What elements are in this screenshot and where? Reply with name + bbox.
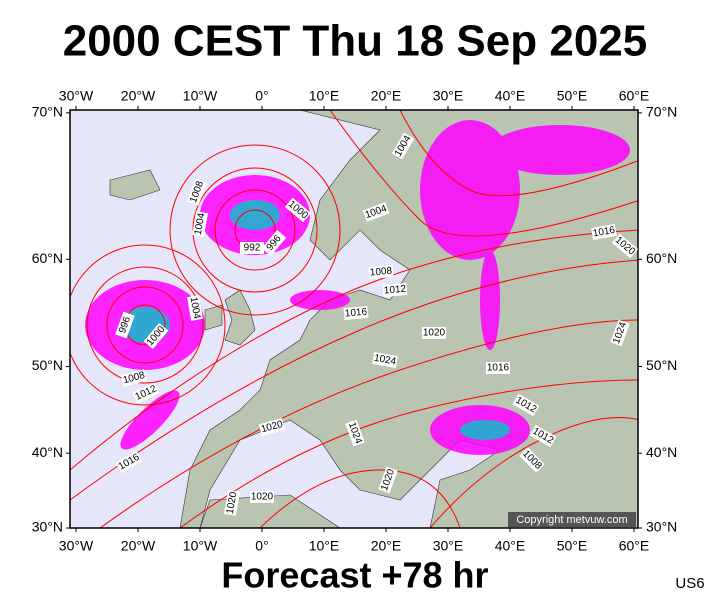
isobar-label: 1024: [372, 352, 398, 368]
isobar-label: 1016: [591, 224, 617, 240]
lon-label-top: 40°E: [495, 88, 526, 104]
lat-label-right: 50°N: [646, 357, 677, 373]
lon-label-bottom: 20°E: [371, 538, 402, 554]
lon-label-top: 30°W: [59, 88, 94, 104]
isobar-label-text: 1016: [487, 363, 510, 374]
isobar-label-text: 1016: [344, 307, 368, 320]
lat-label-left: 50°N: [32, 357, 63, 373]
lon-label-top: 50°E: [557, 88, 588, 104]
isobar-label-box: [382, 282, 408, 298]
run-code: US6: [675, 575, 704, 592]
isobar-label: 996: [115, 311, 135, 339]
lon-label-bottom: 40°E: [495, 538, 526, 554]
lat-label-right: 30°N: [646, 519, 677, 535]
lon-label-bottom: 50°E: [557, 538, 588, 554]
isobar-label-box: [250, 491, 274, 503]
credit: Copyright metvuw.com: [516, 514, 627, 526]
title: 2000 CEST Thu 18 Sep 2025: [63, 17, 648, 66]
isobar-label-box: [512, 393, 540, 417]
isobar-label-box: [368, 264, 394, 280]
map-area: [70, 110, 638, 528]
isobar-label: 1016: [486, 362, 510, 374]
isobar-label: 1008: [120, 369, 148, 387]
isobar-label: 1020: [224, 490, 240, 516]
isobar-label-box: [224, 490, 240, 516]
isobar-label: 1020: [250, 491, 274, 503]
isobar-label-box: [486, 362, 510, 374]
isobar-label-text: 1012: [383, 284, 407, 297]
isobar-label: 1008: [368, 264, 394, 280]
isobar-label-box: [258, 418, 286, 436]
lon-label-bottom: 0°: [255, 538, 268, 554]
isobar-label-text: 1016: [592, 225, 616, 240]
isobar-label: 1004: [192, 211, 208, 237]
isobar-label-text: 1020: [225, 491, 240, 515]
isobar-label-text: 1024: [373, 353, 397, 368]
isobar-label-box: [115, 311, 135, 339]
subtitle: Forecast +78 hr: [221, 555, 488, 596]
isobar-label: 1004: [187, 295, 203, 321]
lat-label-right: 60°N: [646, 250, 677, 266]
isobar-label-box: [115, 450, 143, 474]
lat-label-left: 40°N: [32, 444, 63, 460]
lon-label-top: 10°E: [309, 88, 340, 104]
lon-label-top: 20°W: [121, 88, 156, 104]
isobar-label-box: [529, 424, 557, 448]
isobar-label: 1012: [382, 282, 408, 298]
isobar-label-box: [143, 322, 169, 350]
isobar-label-box: [422, 327, 446, 339]
lat-label-left: 60°N: [32, 250, 63, 266]
lon-label-bottom: 60°E: [619, 538, 650, 554]
lat-label-right: 40°N: [646, 444, 677, 460]
lat-label-left: 70°N: [32, 104, 63, 120]
lon-label-bottom: 10°E: [309, 538, 340, 554]
isobar-label-box: [391, 132, 415, 160]
isobar-label-box: [261, 229, 287, 257]
isobar-label-text: 1004: [188, 296, 203, 320]
isobar-label: 1020: [258, 418, 286, 436]
isobar-label-text: 1020: [423, 328, 446, 339]
isobar-label-box: [372, 352, 398, 368]
isobar-label: 1020: [422, 327, 446, 339]
isobar-label-box: [591, 224, 617, 240]
lon-label-top: 60°E: [619, 88, 650, 104]
isobar-label-box: [132, 382, 160, 404]
isobar-label-box: [187, 178, 207, 206]
isobar-label-box: [187, 295, 203, 321]
isobar-label: 1016: [343, 305, 369, 321]
isobar-label-box: [192, 211, 208, 237]
lat-label-right: 70°N: [646, 104, 677, 120]
isobar-label-text: 1004: [193, 212, 208, 236]
isobar-label-box: [362, 202, 390, 222]
isobar-label-text: 1020: [251, 492, 274, 503]
isobar-label-text: 992: [244, 243, 261, 254]
lon-label-bottom: 30°W: [59, 538, 94, 554]
lon-label-top: 10°W: [183, 88, 218, 104]
isobar-label-box: [120, 369, 148, 387]
lon-label-bottom: 30°E: [433, 538, 464, 554]
isobar-label-box: [345, 419, 365, 447]
isobar-label: 992: [240, 242, 264, 254]
lat-label-left: 30°N: [32, 519, 63, 535]
isobar-label-box: [610, 319, 630, 347]
map-frame: [69, 109, 639, 529]
lon-label-bottom: 10°W: [183, 538, 218, 554]
lon-label-top: 30°E: [433, 88, 464, 104]
isobar-label-box: [284, 197, 312, 223]
isobar-label-box: [611, 233, 639, 259]
isobar-label-box: [378, 466, 398, 494]
isobar-label-box: [240, 242, 264, 254]
lon-label-top: 0°: [255, 88, 268, 104]
isobar-label-text: 1008: [369, 266, 393, 279]
isobar-label-box: [519, 447, 545, 473]
isobar-label-box: [343, 305, 369, 321]
lon-label-top: 20°E: [371, 88, 402, 104]
lon-label-bottom: 20°W: [121, 538, 156, 554]
